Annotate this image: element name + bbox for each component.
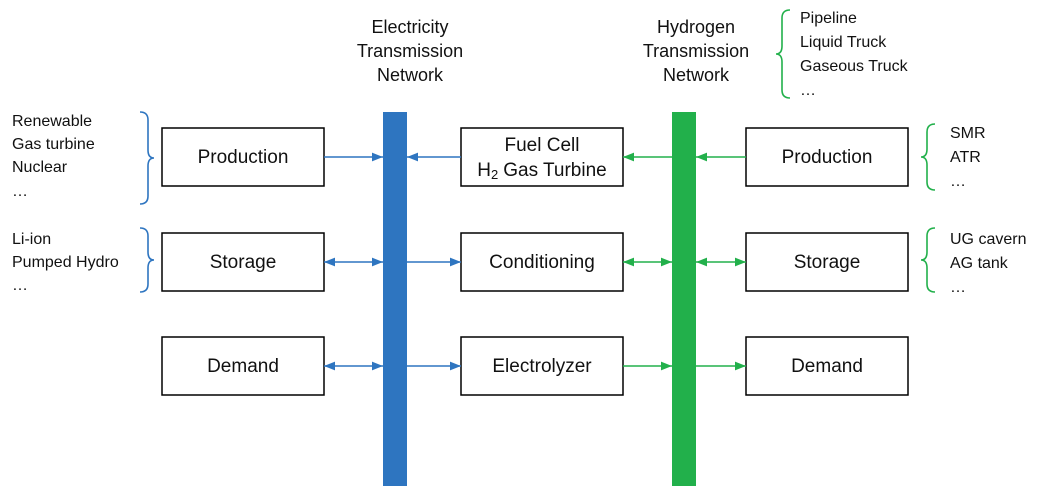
list-item: … — [950, 173, 966, 190]
list-item: SMR — [950, 125, 986, 142]
list-item: … — [800, 82, 816, 99]
list-item: Nuclear — [12, 159, 68, 176]
box — [161, 336, 325, 396]
list-item: Pipeline — [800, 10, 857, 27]
network-title: Network — [377, 65, 444, 85]
hydrogen-bar — [672, 112, 696, 486]
list-item: … — [12, 183, 28, 200]
box-label: Storage — [210, 252, 277, 273]
bracket — [920, 227, 936, 293]
box — [161, 127, 325, 187]
network-title: Network — [663, 65, 730, 85]
network-title: Transmission — [357, 41, 463, 61]
box-label-part: Gas Turbine — [503, 160, 607, 181]
box — [161, 232, 325, 292]
network-title: Transmission — [643, 41, 749, 61]
list-item: ATR — [950, 149, 981, 166]
box-label: Conditioning — [489, 252, 595, 273]
electricity-bar — [383, 112, 407, 486]
bracket — [139, 111, 155, 205]
box-label-part: H — [477, 160, 491, 181]
box-label: Demand — [791, 356, 863, 377]
box-label: Storage — [794, 252, 861, 273]
subscript: 2 — [491, 167, 498, 182]
box-label: Demand — [207, 356, 279, 377]
box-label: Production — [782, 147, 873, 168]
list-item: Pumped Hydro — [12, 254, 119, 271]
list-item: AG tank — [950, 255, 1009, 272]
network-title: Hydrogen — [657, 17, 735, 37]
box-label: H2 Gas Turbine — [477, 160, 606, 182]
list-item: Gas turbine — [12, 136, 95, 153]
list-item: Li-ion — [12, 231, 51, 248]
list-item: Renewable — [12, 113, 92, 130]
list-item: … — [12, 277, 28, 294]
box-label: Electrolyzer — [492, 356, 592, 377]
list: Pipeline Liquid Truck Gaseous Truck … Re… — [12, 10, 1026, 296]
box-label: Fuel Cell — [505, 135, 580, 156]
list-item: UG cavern — [950, 231, 1026, 248]
list-item: … — [950, 279, 966, 296]
bracket — [139, 227, 155, 293]
box — [460, 336, 624, 396]
box — [745, 232, 909, 292]
bracket — [920, 123, 936, 191]
box-label: Production — [198, 147, 289, 168]
bracket — [775, 9, 791, 99]
box — [745, 127, 909, 187]
list-item: Liquid Truck — [800, 34, 887, 51]
network-title: Electricity — [371, 17, 448, 37]
box — [745, 336, 909, 396]
list-item: Gaseous Truck — [800, 58, 909, 75]
box — [460, 232, 624, 292]
